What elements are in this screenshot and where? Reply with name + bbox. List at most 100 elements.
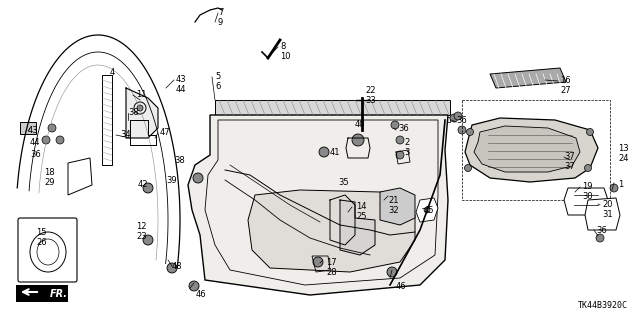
Text: 1: 1 [618, 180, 623, 189]
Bar [215, 100, 450, 115]
Text: 46: 46 [196, 290, 207, 299]
Text: 34: 34 [120, 130, 131, 139]
Text: 39: 39 [166, 176, 177, 185]
Text: 24: 24 [618, 154, 628, 163]
Polygon shape [416, 198, 438, 222]
Text: 12: 12 [136, 222, 147, 231]
Text: 7: 7 [218, 8, 223, 17]
Bar [102, 75, 112, 165]
Text: 18: 18 [44, 168, 54, 177]
Text: 44: 44 [30, 138, 40, 147]
Polygon shape [474, 126, 580, 172]
Polygon shape [490, 68, 566, 88]
Text: 6: 6 [215, 82, 220, 91]
Circle shape [391, 121, 399, 129]
Text: 33: 33 [365, 96, 376, 105]
Text: 38: 38 [174, 156, 185, 165]
Text: 25: 25 [356, 212, 367, 221]
Text: 23: 23 [136, 232, 147, 241]
Circle shape [450, 114, 458, 122]
Circle shape [610, 184, 618, 192]
Circle shape [143, 235, 153, 245]
Circle shape [396, 151, 404, 159]
Circle shape [352, 134, 364, 146]
Bar [20, 122, 36, 134]
Text: 36: 36 [456, 116, 467, 125]
Text: 17: 17 [326, 258, 337, 267]
Circle shape [596, 234, 604, 242]
Circle shape [387, 267, 397, 277]
Bar [215, 117, 450, 122]
Text: 43: 43 [176, 75, 187, 84]
Text: 27: 27 [560, 86, 571, 95]
Text: 29: 29 [44, 178, 54, 187]
Text: 26: 26 [36, 238, 47, 247]
Text: 31: 31 [602, 210, 612, 219]
Text: 9: 9 [218, 18, 223, 27]
Text: 37: 37 [564, 152, 575, 161]
Circle shape [143, 183, 153, 193]
Circle shape [313, 257, 323, 267]
Text: 21: 21 [388, 196, 399, 205]
Text: 41: 41 [330, 148, 340, 157]
Circle shape [467, 129, 474, 136]
Text: 2: 2 [404, 138, 409, 147]
Polygon shape [16, 285, 68, 302]
Text: 19: 19 [582, 182, 593, 191]
Circle shape [454, 112, 462, 120]
Text: 32: 32 [388, 206, 399, 215]
Text: 42: 42 [138, 180, 148, 189]
Text: 35: 35 [338, 178, 349, 187]
Text: 44: 44 [176, 85, 186, 94]
Polygon shape [564, 188, 608, 215]
Text: 40: 40 [355, 120, 365, 129]
Text: 16: 16 [560, 76, 571, 85]
Text: 36: 36 [30, 150, 41, 159]
FancyBboxPatch shape [18, 218, 77, 282]
Text: 15: 15 [36, 228, 47, 237]
Circle shape [167, 263, 177, 273]
Text: 8: 8 [280, 42, 285, 51]
Circle shape [319, 147, 329, 157]
Text: 20: 20 [602, 200, 612, 209]
Circle shape [189, 281, 199, 291]
Circle shape [424, 207, 430, 213]
Text: 37: 37 [564, 162, 575, 171]
Text: 11: 11 [136, 90, 147, 99]
Text: 47: 47 [160, 128, 171, 137]
Text: FR.: FR. [50, 289, 68, 299]
Circle shape [42, 136, 50, 144]
Text: 28: 28 [326, 268, 337, 277]
Circle shape [48, 124, 56, 132]
Text: 48: 48 [172, 262, 182, 271]
Polygon shape [126, 88, 158, 138]
Circle shape [137, 105, 143, 111]
Text: 38: 38 [128, 108, 139, 117]
Text: 3: 3 [404, 148, 410, 157]
Circle shape [586, 129, 593, 136]
Polygon shape [248, 190, 415, 272]
Text: 4: 4 [110, 68, 115, 77]
Polygon shape [188, 115, 448, 295]
Text: 22: 22 [365, 86, 376, 95]
Circle shape [193, 173, 203, 183]
Text: TK44B3920C: TK44B3920C [578, 301, 628, 310]
Polygon shape [465, 118, 598, 182]
Polygon shape [68, 158, 92, 195]
Text: 36: 36 [398, 124, 409, 133]
Polygon shape [380, 188, 415, 225]
Polygon shape [585, 198, 620, 230]
Text: 36: 36 [596, 226, 607, 235]
Circle shape [458, 126, 466, 134]
Text: 30: 30 [582, 192, 593, 201]
Text: 10: 10 [280, 52, 291, 61]
Text: 45: 45 [424, 206, 435, 215]
Circle shape [584, 165, 591, 172]
Circle shape [56, 136, 64, 144]
Circle shape [465, 165, 472, 172]
Circle shape [396, 136, 404, 144]
Polygon shape [340, 200, 375, 255]
Bar [462, 100, 610, 200]
Text: 46: 46 [396, 282, 406, 291]
Text: 13: 13 [618, 144, 628, 153]
